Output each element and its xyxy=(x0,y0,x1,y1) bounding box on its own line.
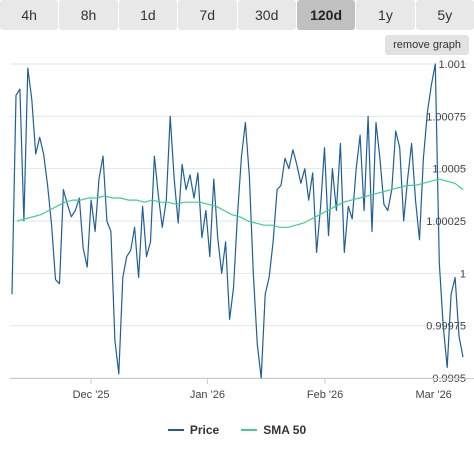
tab-5y[interactable]: 5y xyxy=(415,0,474,30)
sma50-line xyxy=(16,178,464,228)
x-tick-label: Feb '26 xyxy=(307,389,343,401)
tab-120d[interactable]: 120d xyxy=(296,0,356,30)
price-chart: 0.99950.9997511.000251.00051.000751.001D… xyxy=(10,60,474,401)
legend-label-sma: SMA 50 xyxy=(263,423,307,437)
tab-30d[interactable]: 30d xyxy=(237,0,296,30)
legend-swatch-sma xyxy=(241,429,258,431)
price-line xyxy=(11,63,464,379)
tab-8h[interactable]: 8h xyxy=(59,0,118,30)
y-tick-label: 1.00025 xyxy=(426,216,466,228)
chart-legend: Price SMA 50 xyxy=(0,420,474,440)
y-tick-label: 1.001 xyxy=(438,60,466,71)
tab-1y[interactable]: 1y xyxy=(356,0,415,30)
tab-4h[interactable]: 4h xyxy=(0,0,59,30)
y-tick-label: 1.0005 xyxy=(432,164,466,176)
legend-item-price[interactable]: Price xyxy=(167,423,220,437)
timeframe-tabs: 4h 8h 1d 7d 30d 120d 1y 5y xyxy=(0,0,474,30)
x-tick-label: Dec '25 xyxy=(73,389,110,401)
x-tick-label: Jan '26 xyxy=(190,389,225,401)
tab-1d[interactable]: 1d xyxy=(118,0,178,30)
tab-7d[interactable]: 7d xyxy=(178,0,237,30)
legend-swatch-price xyxy=(167,429,184,431)
y-tick-label: 1 xyxy=(460,268,466,280)
remove-graph-button[interactable]: remove graph xyxy=(385,35,469,55)
y-tick-label: 0.99975 xyxy=(426,321,466,333)
x-tick-label: Mar '26 xyxy=(415,389,451,401)
legend-item-sma[interactable]: SMA 50 xyxy=(241,423,306,437)
y-tick-label: 1.00075 xyxy=(426,111,466,123)
legend-label-price: Price xyxy=(189,423,220,437)
